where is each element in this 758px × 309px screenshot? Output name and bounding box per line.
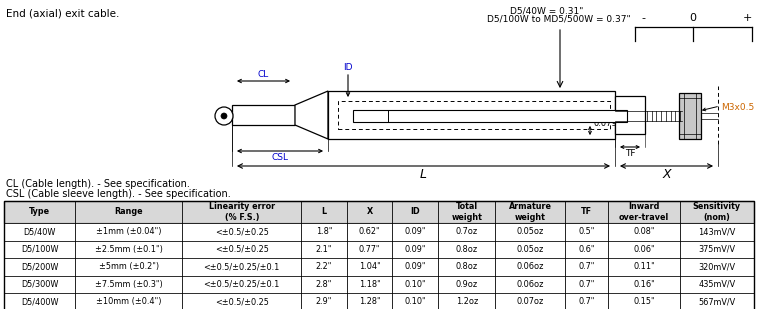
Text: Sensitivity
(nom): Sensitivity (nom) [693, 202, 741, 222]
Text: 0.07oz: 0.07oz [516, 297, 543, 306]
Text: 0.09": 0.09" [405, 245, 426, 254]
Text: Total
weight: Total weight [451, 202, 482, 222]
Text: D5/400W: D5/400W [21, 297, 58, 306]
Text: L: L [321, 208, 327, 217]
Text: <±0.5/±0.25: <±0.5/±0.25 [215, 227, 269, 236]
Text: D5/40W: D5/40W [23, 227, 56, 236]
Text: ±7.5mm (±0.3"): ±7.5mm (±0.3") [95, 280, 163, 289]
Text: 1.18": 1.18" [359, 280, 381, 289]
Text: 0.8oz: 0.8oz [456, 245, 478, 254]
Text: 0.5": 0.5" [578, 227, 595, 236]
Circle shape [221, 113, 227, 119]
Text: 2.2": 2.2" [316, 262, 332, 271]
Text: ID: ID [343, 63, 352, 72]
Text: <±0.5/±0.25: <±0.5/±0.25 [215, 297, 269, 306]
Text: 320mV/V: 320mV/V [698, 262, 735, 271]
Text: 0.09": 0.09" [405, 262, 426, 271]
Bar [4, 223, 754, 240]
Text: <±0.5/±0.25/±0.1: <±0.5/±0.25/±0.1 [204, 280, 280, 289]
Text: 0.06oz: 0.06oz [516, 280, 543, 289]
Text: TF: TF [625, 149, 635, 158]
Text: <±0.5/±0.25: <±0.5/±0.25 [215, 245, 269, 254]
Text: +: + [742, 13, 752, 23]
Text: 0.06oz: 0.06oz [516, 262, 543, 271]
Text: 0.7": 0.7" [578, 280, 595, 289]
Text: 0.06": 0.06" [633, 245, 655, 254]
Text: 1.28": 1.28" [359, 297, 381, 306]
Text: Inward
over-travel: Inward over-travel [619, 202, 669, 222]
Text: 0.7oz: 0.7oz [456, 227, 478, 236]
Text: L: L [420, 168, 427, 181]
Text: ID: ID [410, 208, 420, 217]
Text: 0.15": 0.15" [633, 297, 655, 306]
Text: 1.04": 1.04" [359, 262, 381, 271]
Text: 0.7": 0.7" [578, 262, 595, 271]
Bar [4, 258, 754, 276]
Text: CSL (Cable sleeve length). - See specification.: CSL (Cable sleeve length). - See specifi… [6, 189, 230, 199]
Bar [4, 201, 754, 309]
Text: <±0.5/±0.25/±0.1: <±0.5/±0.25/±0.1 [204, 262, 280, 271]
Text: D5/300W: D5/300W [21, 280, 58, 289]
Text: 143mV/V: 143mV/V [698, 227, 735, 236]
Bar [338, 101, 610, 129]
Text: CSL: CSL [271, 153, 289, 162]
Text: ±5mm (±0.2"): ±5mm (±0.2") [99, 262, 159, 271]
Text: -: - [641, 13, 645, 23]
Text: 0.08": 0.08" [633, 227, 655, 236]
FancyBboxPatch shape [679, 93, 701, 139]
Text: 1.8": 1.8" [316, 227, 332, 236]
Text: 1.2oz: 1.2oz [456, 297, 478, 306]
Bar [4, 293, 754, 309]
Text: Range: Range [114, 208, 143, 217]
Text: 2.1": 2.1" [316, 245, 332, 254]
Text: CL (Cable length). - See specification.: CL (Cable length). - See specification. [6, 179, 190, 189]
Text: 0.62": 0.62" [359, 227, 381, 236]
Text: 0.10": 0.10" [404, 297, 426, 306]
Text: 435mV/V: 435mV/V [698, 280, 735, 289]
Text: X: X [367, 208, 373, 217]
Text: 567mV/V: 567mV/V [698, 297, 735, 306]
Text: 0.8oz: 0.8oz [456, 262, 478, 271]
Text: 0.09": 0.09" [405, 227, 426, 236]
Text: TF: TF [581, 208, 592, 217]
Text: 0.11": 0.11" [633, 262, 655, 271]
Text: ±10mm (±0.4"): ±10mm (±0.4") [96, 297, 161, 306]
Text: 2.9": 2.9" [316, 297, 332, 306]
Text: D5/100W: D5/100W [21, 245, 58, 254]
Polygon shape [295, 91, 328, 139]
Text: 0.05oz: 0.05oz [516, 227, 543, 236]
Text: Type: Type [29, 208, 50, 217]
Bar [4, 240, 754, 258]
Text: 375mV/V: 375mV/V [698, 245, 735, 254]
Text: ±2.5mm (±0.1"): ±2.5mm (±0.1") [95, 245, 163, 254]
Text: Armature
weight: Armature weight [509, 202, 552, 222]
Bar [4, 201, 754, 223]
Bar [232, 105, 295, 125]
Text: 2.8": 2.8" [316, 280, 332, 289]
Text: D5/40W = 0.31": D5/40W = 0.31" [510, 6, 584, 15]
Text: X: X [662, 168, 671, 181]
Text: D5/100W to MD5/500W = 0.37": D5/100W to MD5/500W = 0.37" [487, 15, 631, 24]
Text: Linearity error
(% F.S.): Linearity error (% F.S.) [208, 202, 275, 222]
Text: 0.079": 0.079" [593, 120, 621, 129]
Text: 0: 0 [690, 13, 697, 23]
Text: 0.10": 0.10" [404, 280, 426, 289]
Text: 0.05oz: 0.05oz [516, 245, 543, 254]
Text: End (axial) exit cable.: End (axial) exit cable. [6, 8, 119, 18]
Text: 0.7": 0.7" [578, 297, 595, 306]
Text: 0.77": 0.77" [359, 245, 381, 254]
Text: ±1mm (±0.04"): ±1mm (±0.04") [96, 227, 161, 236]
Bar [615, 96, 645, 134]
Text: 0.6": 0.6" [578, 245, 595, 254]
Text: M3x0.5: M3x0.5 [721, 104, 754, 112]
Text: 0.9oz: 0.9oz [456, 280, 478, 289]
Bar [4, 276, 754, 293]
Text: D5/200W: D5/200W [21, 262, 58, 271]
Text: CL: CL [258, 70, 269, 79]
Bar [328, 91, 615, 139]
Text: 0.16": 0.16" [633, 280, 655, 289]
Bar [353, 110, 627, 122]
Circle shape [215, 107, 233, 125]
